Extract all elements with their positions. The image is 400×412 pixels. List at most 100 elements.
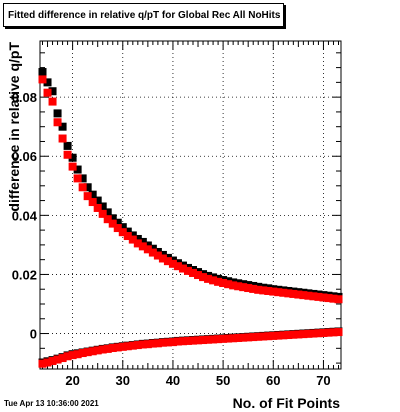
- data-point-series-2: [93, 203, 102, 212]
- data-point-series-2: [178, 264, 187, 273]
- data-point-series-4: [269, 331, 278, 340]
- data-point-series-4: [98, 345, 107, 354]
- y-tick-label: 0.02: [12, 267, 37, 282]
- data-point-series-2: [168, 259, 177, 268]
- data-point-series-4: [289, 330, 298, 339]
- data-point-series-4: [224, 334, 233, 343]
- data-point-series-1: [63, 141, 72, 150]
- data-point-series-2: [53, 118, 62, 127]
- data-point-series-4: [158, 338, 167, 347]
- data-point-series-2: [173, 262, 182, 271]
- data-point-series-2: [259, 286, 268, 295]
- data-point-series-4: [148, 339, 157, 348]
- data-point-series-1: [133, 234, 142, 243]
- data-point-series-2: [128, 235, 137, 244]
- data-point-series-2: [83, 192, 92, 201]
- data-point-series-4: [68, 351, 77, 360]
- data-point-series-4: [214, 335, 223, 344]
- data-point-series-1: [123, 227, 132, 236]
- data-point-series-2: [329, 294, 338, 303]
- data-point-series-4: [183, 336, 192, 345]
- data-point-series-4: [78, 349, 87, 358]
- data-point-series-2: [204, 274, 213, 283]
- data-point-series-4: [168, 338, 177, 347]
- data-point-series-2: [254, 285, 263, 294]
- data-point-series-2: [334, 295, 343, 304]
- data-point-series-2: [324, 294, 333, 303]
- x-tick-label: 20: [65, 373, 79, 388]
- data-point-series-2: [289, 289, 298, 298]
- data-point-series-4: [204, 335, 213, 344]
- data-point-series-4: [264, 332, 273, 341]
- data-point-series-4: [249, 333, 258, 342]
- data-point-series-4: [294, 330, 303, 339]
- data-point-series-1: [48, 87, 57, 96]
- x-tick-label: 30: [116, 373, 130, 388]
- data-point-series-4: [93, 346, 102, 355]
- x-tick-label: 50: [216, 373, 230, 388]
- data-point-series-2: [274, 288, 283, 297]
- data-point-series-2: [48, 97, 57, 106]
- data-point-series-1: [98, 202, 107, 211]
- data-point-series-4: [274, 331, 283, 340]
- data-point-series-2: [219, 279, 228, 288]
- data-point-series-4: [58, 354, 67, 363]
- plot-frame: [39, 40, 342, 370]
- data-point-series-2: [214, 277, 223, 286]
- data-point-series-2: [103, 215, 112, 224]
- data-point-series-2: [163, 257, 172, 266]
- data-point-series-1: [83, 183, 92, 192]
- axis-ticks: [40, 41, 341, 369]
- data-point-series-1: [73, 165, 82, 174]
- data-point-series-4: [113, 343, 122, 352]
- data-point-series-4: [194, 336, 203, 345]
- data-point-series-4: [73, 350, 82, 359]
- data-point-series-2: [239, 283, 248, 292]
- data-point-series-2: [133, 239, 142, 248]
- data-point-series-4: [48, 357, 57, 366]
- data-point-series-4: [108, 344, 117, 353]
- data-point-series-2: [244, 284, 253, 293]
- data-point-series-4: [123, 342, 132, 351]
- data-point-series-1: [118, 223, 127, 232]
- data-point-series-1: [128, 231, 137, 240]
- data-point-series-2: [284, 289, 293, 298]
- data-point-series-2: [229, 281, 238, 290]
- data-point-series-4: [234, 333, 243, 342]
- data-point-series-2: [309, 292, 318, 301]
- data-point-series-4: [304, 329, 313, 338]
- y-tick-label: 0: [30, 327, 37, 342]
- data-point-series-2: [43, 88, 52, 97]
- data-point-series-4: [329, 328, 338, 337]
- data-point-series-4: [153, 339, 162, 348]
- tick-labels: 20 30 40 50 60 70 0 0.02 0.04 0.06 0.08: [12, 90, 331, 388]
- x-axis-title: No. of Fit Points: [233, 395, 341, 411]
- data-point-series-2: [194, 271, 203, 280]
- data-point-series-4: [53, 355, 62, 364]
- data-point-series-1: [43, 78, 52, 87]
- grid: [40, 41, 341, 369]
- data-point-series-2: [189, 268, 198, 277]
- y-tick-label: 0.08: [12, 90, 37, 105]
- data-point-series-1: [93, 196, 102, 205]
- data-point-series-2: [58, 134, 67, 143]
- y-tick-label: 0.06: [12, 149, 37, 164]
- data-point-series-4: [229, 334, 238, 343]
- data-point-series-4: [63, 352, 72, 361]
- data-point-series-4: [219, 334, 228, 343]
- data-point-series-4: [299, 330, 308, 339]
- data-point-series-2: [199, 273, 208, 282]
- data-point-series-2: [118, 228, 127, 237]
- data-point-series-2: [279, 288, 288, 297]
- data-point-series-2: [98, 209, 107, 218]
- data-point-series-4: [324, 328, 333, 337]
- data-point-series-1: [108, 214, 117, 223]
- data-point-series-2: [108, 219, 117, 228]
- data-point-series-4: [314, 329, 323, 338]
- data-point-series-2: [234, 282, 243, 291]
- data-point-series-4: [189, 336, 198, 345]
- data-point-series-1: [113, 218, 122, 227]
- data-point-series-4: [128, 341, 137, 350]
- y-tick-label: 0.04: [12, 208, 38, 223]
- data-point-series-2: [148, 248, 157, 257]
